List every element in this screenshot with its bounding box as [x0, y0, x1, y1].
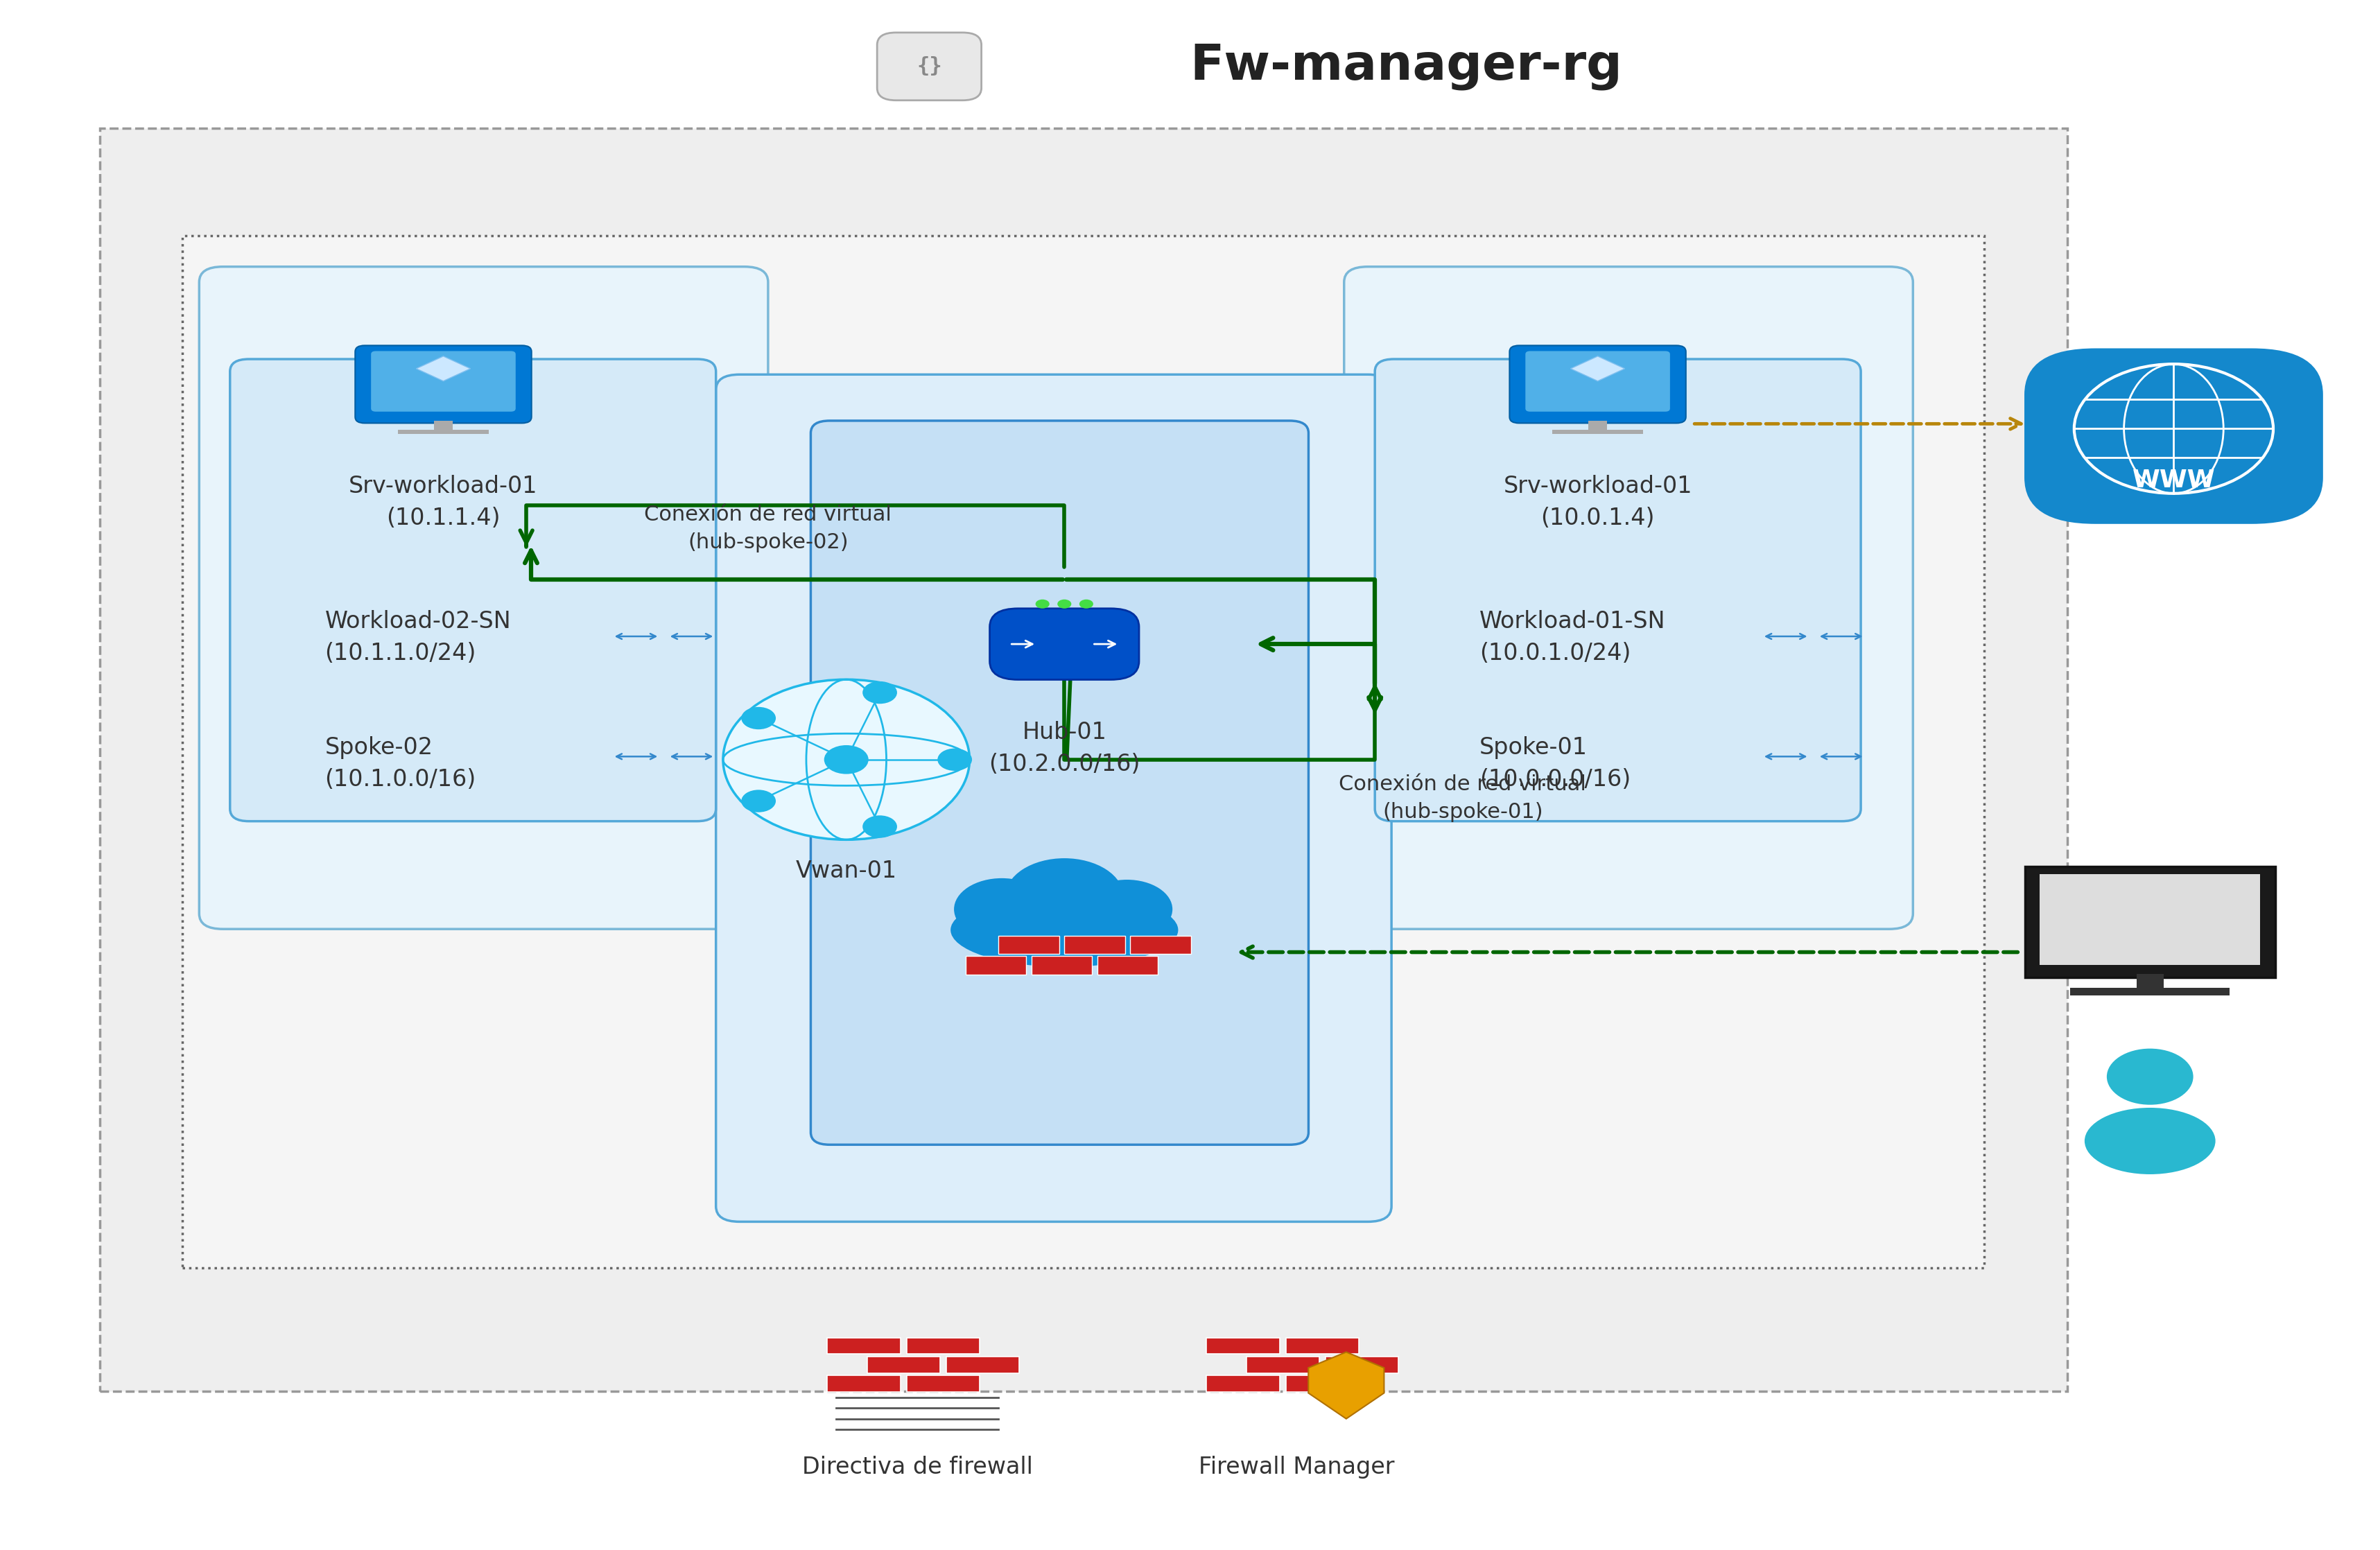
Circle shape	[1078, 600, 1092, 609]
FancyBboxPatch shape	[716, 375, 1392, 1221]
Bar	[2025, 866, 2275, 978]
Bar	[2040, 874, 2261, 964]
Text: WWW: WWW	[2132, 468, 2216, 493]
FancyBboxPatch shape	[200, 267, 769, 928]
Text: Firewall Manager: Firewall Manager	[1200, 1455, 1395, 1479]
Circle shape	[1057, 600, 1071, 609]
Text: Directiva de firewall: Directiva de firewall	[802, 1455, 1033, 1479]
FancyBboxPatch shape	[355, 346, 531, 423]
Bar	[966, 956, 1026, 975]
Bar	[866, 1356, 940, 1373]
Text: Workload-01-SN
(10.0.1.0/24): Workload-01-SN (10.0.1.0/24)	[1480, 611, 1666, 665]
Bar	[397, 429, 488, 434]
Bar	[1587, 422, 1606, 432]
Bar	[2137, 973, 2163, 992]
FancyBboxPatch shape	[812, 420, 1309, 1145]
Circle shape	[1004, 859, 1123, 935]
FancyBboxPatch shape	[2025, 349, 2323, 524]
Text: Hub-01
(10.2.0.0/16): Hub-01 (10.2.0.0/16)	[988, 721, 1140, 777]
FancyBboxPatch shape	[878, 33, 981, 101]
Bar	[1064, 936, 1126, 953]
Circle shape	[862, 682, 897, 704]
Polygon shape	[1309, 1352, 1385, 1418]
Bar	[1326, 1356, 1399, 1373]
Bar	[907, 1338, 981, 1355]
FancyBboxPatch shape	[1376, 360, 1861, 822]
Bar	[1130, 936, 1190, 953]
FancyBboxPatch shape	[1345, 267, 1914, 928]
Bar	[828, 1338, 900, 1355]
Text: Workload-02-SN
(10.1.1.0/24): Workload-02-SN (10.1.1.0/24)	[324, 611, 512, 665]
Text: Conexión de red virtual
(hub-spoke-01): Conexión de red virtual (hub-spoke-01)	[1340, 773, 1587, 822]
Bar	[1207, 1375, 1280, 1392]
FancyBboxPatch shape	[371, 350, 516, 412]
Bar	[1207, 1338, 1280, 1355]
Circle shape	[954, 879, 1050, 941]
Text: Fw-manager-rg: Fw-manager-rg	[1190, 42, 1623, 90]
Circle shape	[1035, 600, 1050, 609]
Text: {}: {}	[916, 56, 942, 76]
Bar	[1285, 1338, 1359, 1355]
Bar	[1247, 1356, 1319, 1373]
Circle shape	[938, 749, 971, 770]
Bar	[100, 129, 2068, 1392]
Ellipse shape	[950, 893, 1178, 967]
FancyBboxPatch shape	[990, 609, 1140, 679]
FancyBboxPatch shape	[1509, 346, 1685, 423]
Bar	[907, 1375, 981, 1392]
Bar	[1285, 1375, 1359, 1392]
Circle shape	[740, 707, 776, 730]
Text: Spoke-02
(10.1.0.0/16): Spoke-02 (10.1.0.0/16)	[324, 736, 476, 790]
Bar	[828, 1375, 900, 1392]
Text: Conexión de red virtual
(hub-spoke-02): Conexión de red virtual (hub-spoke-02)	[645, 504, 892, 553]
Bar	[1097, 956, 1159, 975]
Text: Srv-workload-01
(10.0.1.4): Srv-workload-01 (10.0.1.4)	[1504, 474, 1692, 530]
Polygon shape	[1571, 356, 1626, 381]
FancyBboxPatch shape	[1526, 350, 1671, 412]
Bar	[2071, 987, 2230, 995]
Bar	[433, 422, 452, 432]
Circle shape	[2106, 1048, 2194, 1105]
Circle shape	[862, 815, 897, 839]
Circle shape	[2073, 364, 2273, 493]
Text: Vwan-01: Vwan-01	[795, 860, 897, 882]
Text: Srv-workload-01
(10.1.1.4): Srv-workload-01 (10.1.1.4)	[350, 474, 538, 530]
Circle shape	[823, 746, 869, 773]
Bar	[947, 1356, 1019, 1373]
Polygon shape	[416, 356, 471, 381]
FancyBboxPatch shape	[231, 360, 716, 822]
Bar	[1552, 429, 1642, 434]
Bar	[183, 236, 1985, 1268]
Ellipse shape	[2085, 1108, 2216, 1175]
Bar	[997, 936, 1059, 953]
Text: Spoke-01
(10.0.0.0/16): Spoke-01 (10.0.0.0/16)	[1480, 736, 1630, 790]
Bar	[1031, 956, 1092, 975]
Circle shape	[740, 791, 776, 812]
Circle shape	[724, 679, 969, 840]
Circle shape	[1081, 880, 1173, 939]
